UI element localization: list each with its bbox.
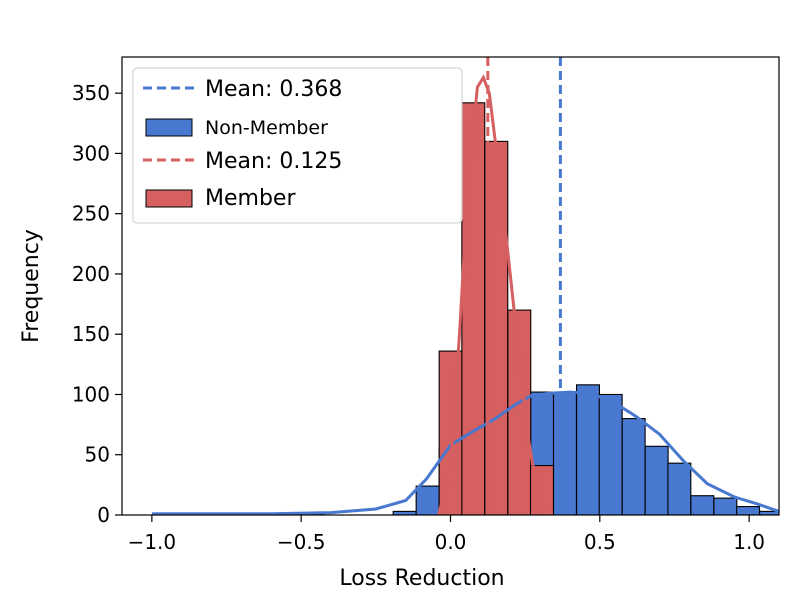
- legend-box: [132, 67, 463, 224]
- non-member-bar-10: [598, 393, 623, 515]
- non-member-bar-13: [667, 462, 692, 515]
- non-member-bar-2: [415, 485, 440, 515]
- x-tick-label: −0.5: [277, 530, 326, 554]
- non-member-bar-16: [736, 506, 761, 515]
- non-member-kde-line: [151, 390, 779, 515]
- x-tick-label: 1.0: [733, 530, 765, 554]
- y-axis-label: Frequency: [19, 229, 44, 343]
- legend-mean-member-label: Mean: 0.125: [205, 149, 342, 174]
- legend: Mean: 0.368 Non-Member Mean: 0.125 Membe…: [132, 67, 463, 224]
- non-member-bar-12: [644, 445, 669, 515]
- x-axis-ticks: −1.0 −0.5 0.0 0.5 1.0: [128, 515, 765, 554]
- y-tick-label: 200: [72, 262, 110, 286]
- member-bar-0: [438, 350, 463, 515]
- non-member-bar-8: [552, 391, 577, 515]
- x-tick-label: −1.0: [128, 530, 177, 554]
- x-tick-label: 0.0: [435, 530, 467, 554]
- y-tick-label: 300: [72, 141, 110, 165]
- legend-nonmember-swatch: [145, 118, 193, 137]
- y-tick-label: 150: [72, 322, 110, 346]
- x-tick-label: 0.5: [584, 530, 616, 554]
- non-member-bar-15: [713, 497, 738, 515]
- member-kde-line: [437, 74, 551, 515]
- x-axis-label: Loss Reduction: [339, 566, 504, 591]
- kde-curves: [151, 74, 779, 515]
- legend-member-swatch: [145, 189, 193, 208]
- y-tick-label: 250: [72, 202, 110, 226]
- member-bar-1: [461, 102, 486, 515]
- plot-area: [151, 57, 779, 515]
- y-tick-label: 0: [97, 503, 110, 527]
- non-member-bar-11: [621, 418, 646, 515]
- legend-nonmember-label: Non-Member: [205, 117, 328, 139]
- member-bar-3: [507, 309, 532, 515]
- y-axis-ticks: 0 50 100 150 200 250 300 350: [72, 81, 122, 527]
- legend-mean-nonmember-label: Mean: 0.368: [205, 77, 342, 102]
- non-member-bar-17: [759, 510, 779, 515]
- y-tick-label: 100: [72, 382, 110, 406]
- y-tick-label: 350: [72, 81, 110, 105]
- non-member-bar-14: [690, 495, 715, 515]
- y-tick-label: 50: [85, 443, 110, 467]
- mean-lines: [486, 57, 562, 515]
- legend-member-label: Member: [205, 186, 296, 211]
- non-member-bar-9: [575, 384, 600, 515]
